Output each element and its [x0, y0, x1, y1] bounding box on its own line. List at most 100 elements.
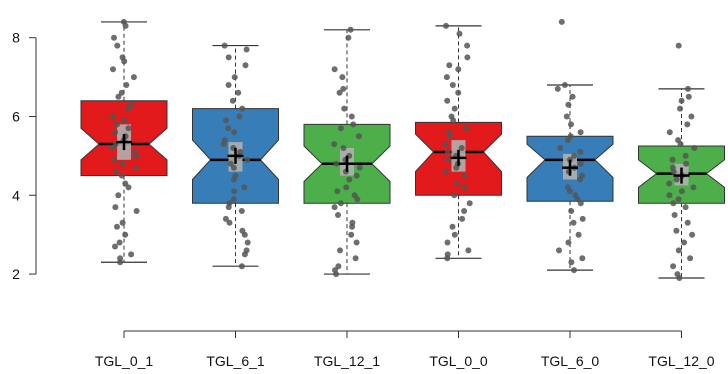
data-point [114, 223, 120, 230]
data-point [577, 200, 584, 207]
data-point [222, 215, 229, 222]
data-point [574, 196, 581, 203]
data-point [565, 137, 571, 144]
y-tick-label: 6 [12, 108, 20, 124]
data-point [112, 168, 119, 175]
data-point [568, 259, 575, 266]
data-point [554, 85, 561, 92]
data-point [350, 121, 357, 128]
data-point [337, 200, 344, 207]
data-point [577, 129, 584, 136]
data-point [556, 247, 562, 254]
data-point [561, 82, 568, 88]
data-point [449, 223, 456, 230]
data-point [451, 105, 458, 112]
data-point [444, 239, 451, 246]
data-point [337, 125, 344, 132]
data-point [688, 113, 695, 120]
data-point [669, 156, 676, 163]
data-point [117, 259, 124, 266]
plot-area [80, 18, 725, 281]
data-point [570, 219, 577, 226]
data-point [685, 93, 692, 100]
data-point [465, 247, 472, 254]
data-point [110, 66, 116, 73]
data-point [682, 152, 689, 159]
data-point [563, 113, 570, 120]
data-point [340, 145, 347, 151]
data-point [681, 239, 688, 246]
x-tick-label: TGL_0_1 [95, 353, 154, 369]
data-point [666, 129, 673, 136]
data-point [451, 231, 458, 238]
data-point [442, 168, 449, 175]
data-point [455, 66, 462, 73]
data-point [236, 113, 243, 120]
data-point [114, 121, 121, 128]
data-point [337, 247, 343, 254]
x-tick-label: TGL_6_1 [206, 353, 265, 369]
data-point [685, 85, 691, 92]
data-point [355, 133, 362, 140]
box-group-TGL_0_1 [80, 18, 168, 266]
data-point [346, 176, 353, 183]
data-point [343, 184, 350, 191]
data-point [225, 82, 232, 88]
data-point [111, 34, 117, 41]
data-point [231, 74, 238, 81]
data-point [577, 148, 584, 155]
data-point [675, 42, 682, 49]
data-point [443, 22, 449, 29]
data-point [687, 255, 694, 262]
y-tick-label: 4 [12, 187, 20, 203]
data-point [678, 97, 685, 104]
data-point [666, 180, 673, 187]
data-point [678, 188, 685, 195]
data-point [444, 97, 451, 104]
data-point [670, 200, 677, 207]
data-point [684, 121, 691, 128]
data-point [683, 160, 690, 167]
data-point [568, 121, 574, 128]
data-point [130, 74, 137, 81]
data-point [333, 160, 340, 167]
data-point [462, 172, 469, 179]
data-point [118, 89, 125, 96]
data-point [241, 231, 248, 238]
data-point [334, 188, 341, 195]
data-point [461, 208, 468, 214]
data-point [557, 145, 564, 151]
data-point [111, 156, 118, 163]
data-point [677, 105, 683, 112]
data-point [565, 239, 572, 246]
data-point [231, 129, 238, 136]
data-point [133, 152, 140, 159]
data-point [125, 184, 132, 191]
data-point [675, 196, 682, 203]
data-point [675, 247, 682, 254]
data-point [125, 105, 132, 112]
data-point [125, 125, 132, 132]
data-point [225, 125, 232, 132]
data-point [335, 263, 342, 270]
data-point [463, 125, 470, 132]
data-point [353, 172, 360, 179]
data-point [464, 54, 471, 61]
x-tick-label: TGL_0_0 [429, 353, 488, 369]
box-group-TGL_0_0 [415, 22, 502, 262]
data-point [121, 117, 127, 124]
data-point [568, 208, 575, 214]
data-point [335, 212, 341, 218]
data-point [119, 160, 126, 167]
data-point [333, 271, 340, 278]
data-point [114, 42, 121, 49]
data-point [445, 156, 452, 163]
data-point [230, 164, 237, 171]
data-point [349, 223, 356, 230]
data-point [243, 46, 250, 53]
data-point [115, 192, 122, 199]
data-point [109, 145, 116, 151]
data-point [451, 192, 458, 199]
data-point [226, 219, 233, 226]
